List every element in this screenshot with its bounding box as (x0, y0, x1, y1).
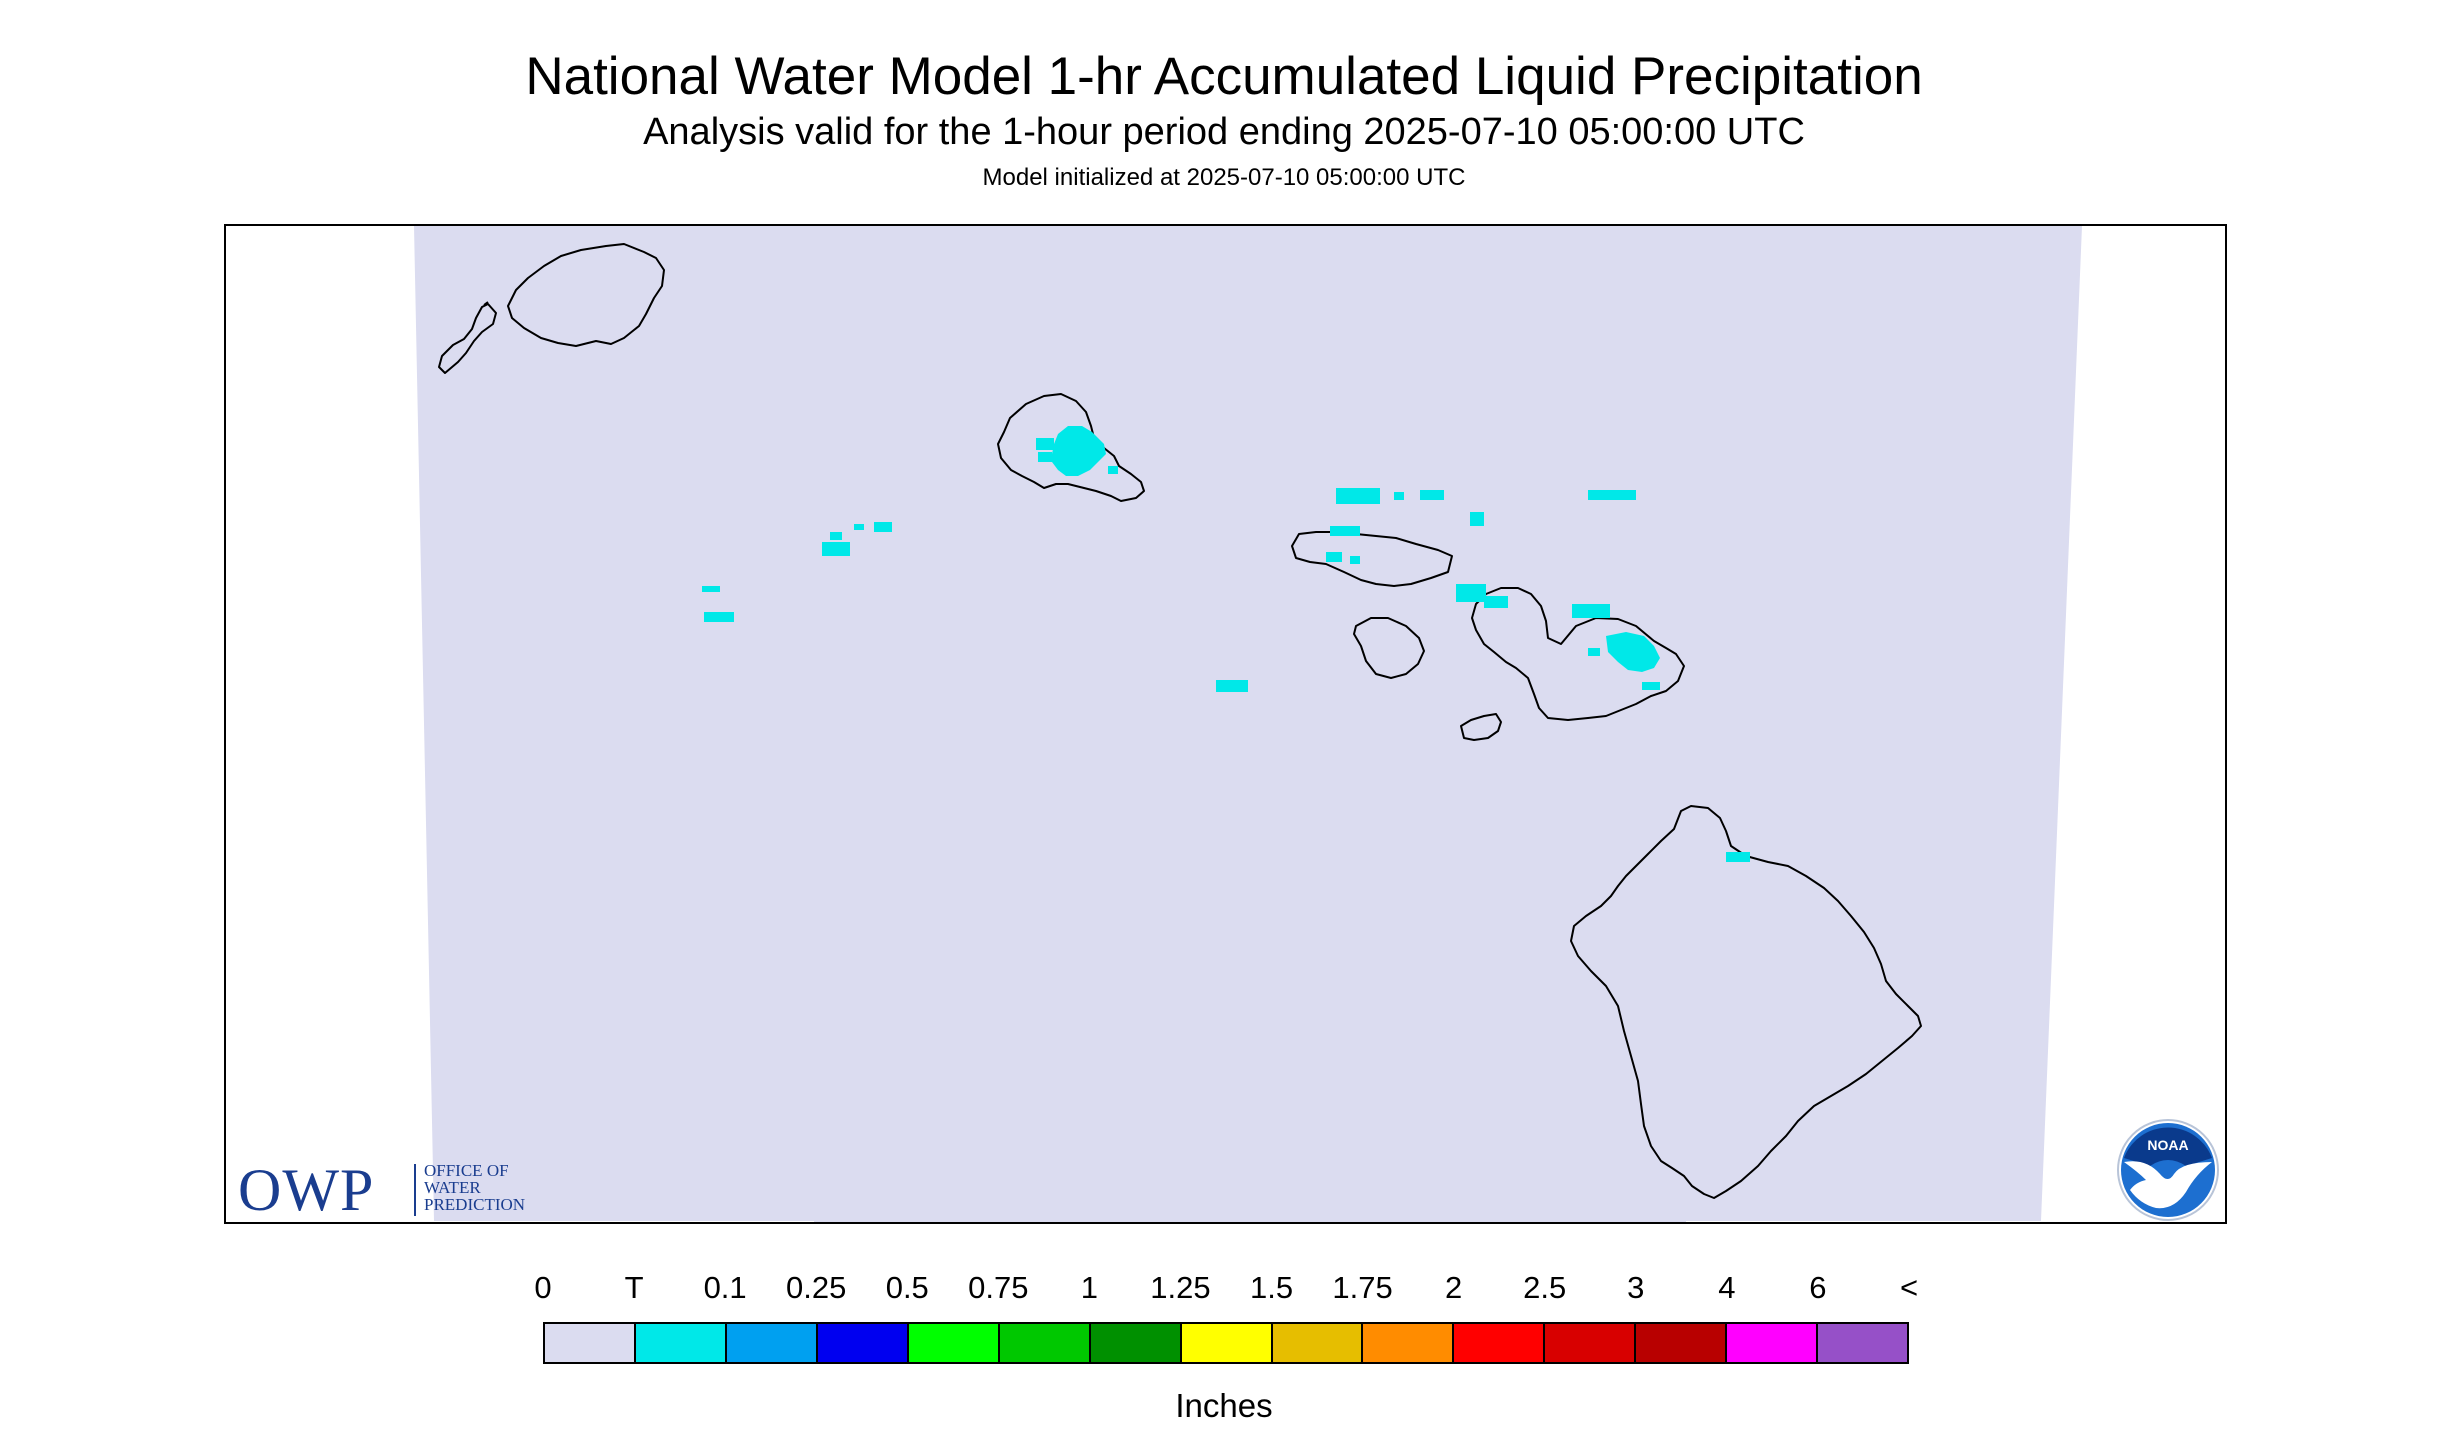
precip-cell (854, 524, 864, 530)
precip-cell (1484, 596, 1508, 608)
precip-cell (874, 522, 892, 532)
legend-swatch-0 (545, 1324, 636, 1362)
island-kahoolawe (1460, 713, 1502, 741)
precip-cell (1330, 526, 1360, 536)
legend-label: 0 (534, 1270, 552, 1305)
island-niihau (438, 301, 497, 374)
map-frame: OWP OFFICE OF WATER PREDICTION NOAA (224, 224, 2227, 1224)
legend-label: 1 (1080, 1270, 1099, 1305)
legend-label: 1.5 (1249, 1270, 1294, 1305)
precip-cell (1420, 490, 1444, 500)
model-init-time: Model initialized at 2025-07-10 05:00:00… (982, 164, 1466, 191)
map-title: National Water Model 1-hr Accumulated Li… (525, 47, 1923, 106)
precip-cell (822, 542, 850, 556)
model-domain (414, 226, 2082, 1222)
precip-cell (1336, 488, 1380, 504)
noaa-logo-text: NOAA (2147, 1137, 2188, 1153)
precip-cell (1326, 552, 1342, 562)
legend-label: T (624, 1270, 644, 1305)
island-oahu (997, 393, 1145, 502)
owp-logo-line1: OFFICE OF (424, 1161, 509, 1180)
island-maui (1471, 587, 1685, 721)
legend-label: 6 (1809, 1270, 1827, 1305)
precipitation-map (414, 226, 2082, 1222)
legend-label: 0.75 (968, 1270, 1029, 1305)
legend-swatch-11 (1545, 1324, 1637, 1362)
precip-legend: 0 T 0.1 0.25 0.5 0.75 1 1.25 1.5 1.75 2 2.5 3 4 6 < (534, 1270, 1918, 1364)
owp-logo-wordmark: OFFICE OF WATER PREDICTION (424, 1162, 525, 1213)
legend-label: 1.25 (1150, 1270, 1211, 1305)
legend-label: 2 (1445, 1270, 1463, 1305)
island-hawaii (1570, 805, 1922, 1199)
precip-cell-oahu (1052, 426, 1106, 476)
noaa-logo: NOAA (2117, 1119, 2219, 1221)
legend-swatch-4 (908, 1324, 1000, 1362)
precip-cell (1572, 604, 1610, 618)
legend-label: 3 (1627, 1270, 1645, 1305)
precip-cell (1350, 556, 1360, 564)
legend-swatch-12 (1636, 1324, 1728, 1362)
precip-cell-maui (1606, 632, 1660, 672)
owp-logo-line2: WATER (424, 1178, 481, 1197)
precip-cell (1038, 452, 1052, 462)
island-lanai (1353, 617, 1425, 679)
legend-label: 4 (1718, 1270, 1736, 1305)
legend-units: Inches (1175, 1387, 1273, 1424)
legend-swatch-5 (999, 1324, 1091, 1362)
owp-logo-letters: OWP (238, 1157, 375, 1223)
owp-logo-divider (414, 1164, 416, 1216)
precip-cell (1036, 438, 1054, 450)
legend-swatch-3 (817, 1324, 909, 1362)
legend-label: 1.75 (1332, 1270, 1393, 1305)
legend-swatch-8 (1272, 1324, 1364, 1362)
legend-swatch-2 (726, 1324, 818, 1362)
precip-cell (1588, 648, 1600, 656)
precip-cell (704, 612, 734, 622)
precip-cell (1456, 584, 1486, 602)
legend-label: < (1899, 1270, 1919, 1305)
noaa-logo-top (2124, 1127, 2212, 1166)
legend-swatch-10 (1454, 1324, 1546, 1362)
precip-cell (1588, 490, 1636, 500)
precip-cell (1394, 492, 1404, 500)
island-kauai (507, 243, 665, 347)
owp-logo-line3: PREDICTION (424, 1195, 526, 1214)
island-molokai (1291, 531, 1453, 587)
noaa-logo-bird (2124, 1161, 2212, 1209)
legend-swatch-6 (1090, 1324, 1182, 1362)
precip-cells (702, 426, 1750, 862)
legend-swatch-14 (1818, 1324, 1908, 1362)
precip-cell (1108, 466, 1118, 474)
legend-label: 2.5 (1523, 1270, 1567, 1305)
precip-cell (1470, 512, 1484, 526)
legend-swatch-1 (635, 1324, 727, 1362)
legend-label: 0.25 (786, 1270, 847, 1305)
legend-label: 0.1 (703, 1270, 747, 1305)
legend-swatch-13 (1727, 1324, 1819, 1362)
precip-cell (1642, 682, 1660, 690)
legend-swatch-9 (1363, 1324, 1455, 1362)
legend-swatch-7 (1181, 1324, 1273, 1362)
legend-color-bar (543, 1322, 1909, 1364)
precip-cell (702, 586, 720, 592)
map-subtitle: Analysis valid for the 1-hour period end… (643, 111, 1805, 153)
legend-label: 0.5 (885, 1270, 929, 1305)
precip-cell (1216, 680, 1248, 692)
precip-cell (830, 532, 842, 540)
precip-cell (1726, 852, 1750, 862)
coastlines (438, 243, 1922, 1199)
